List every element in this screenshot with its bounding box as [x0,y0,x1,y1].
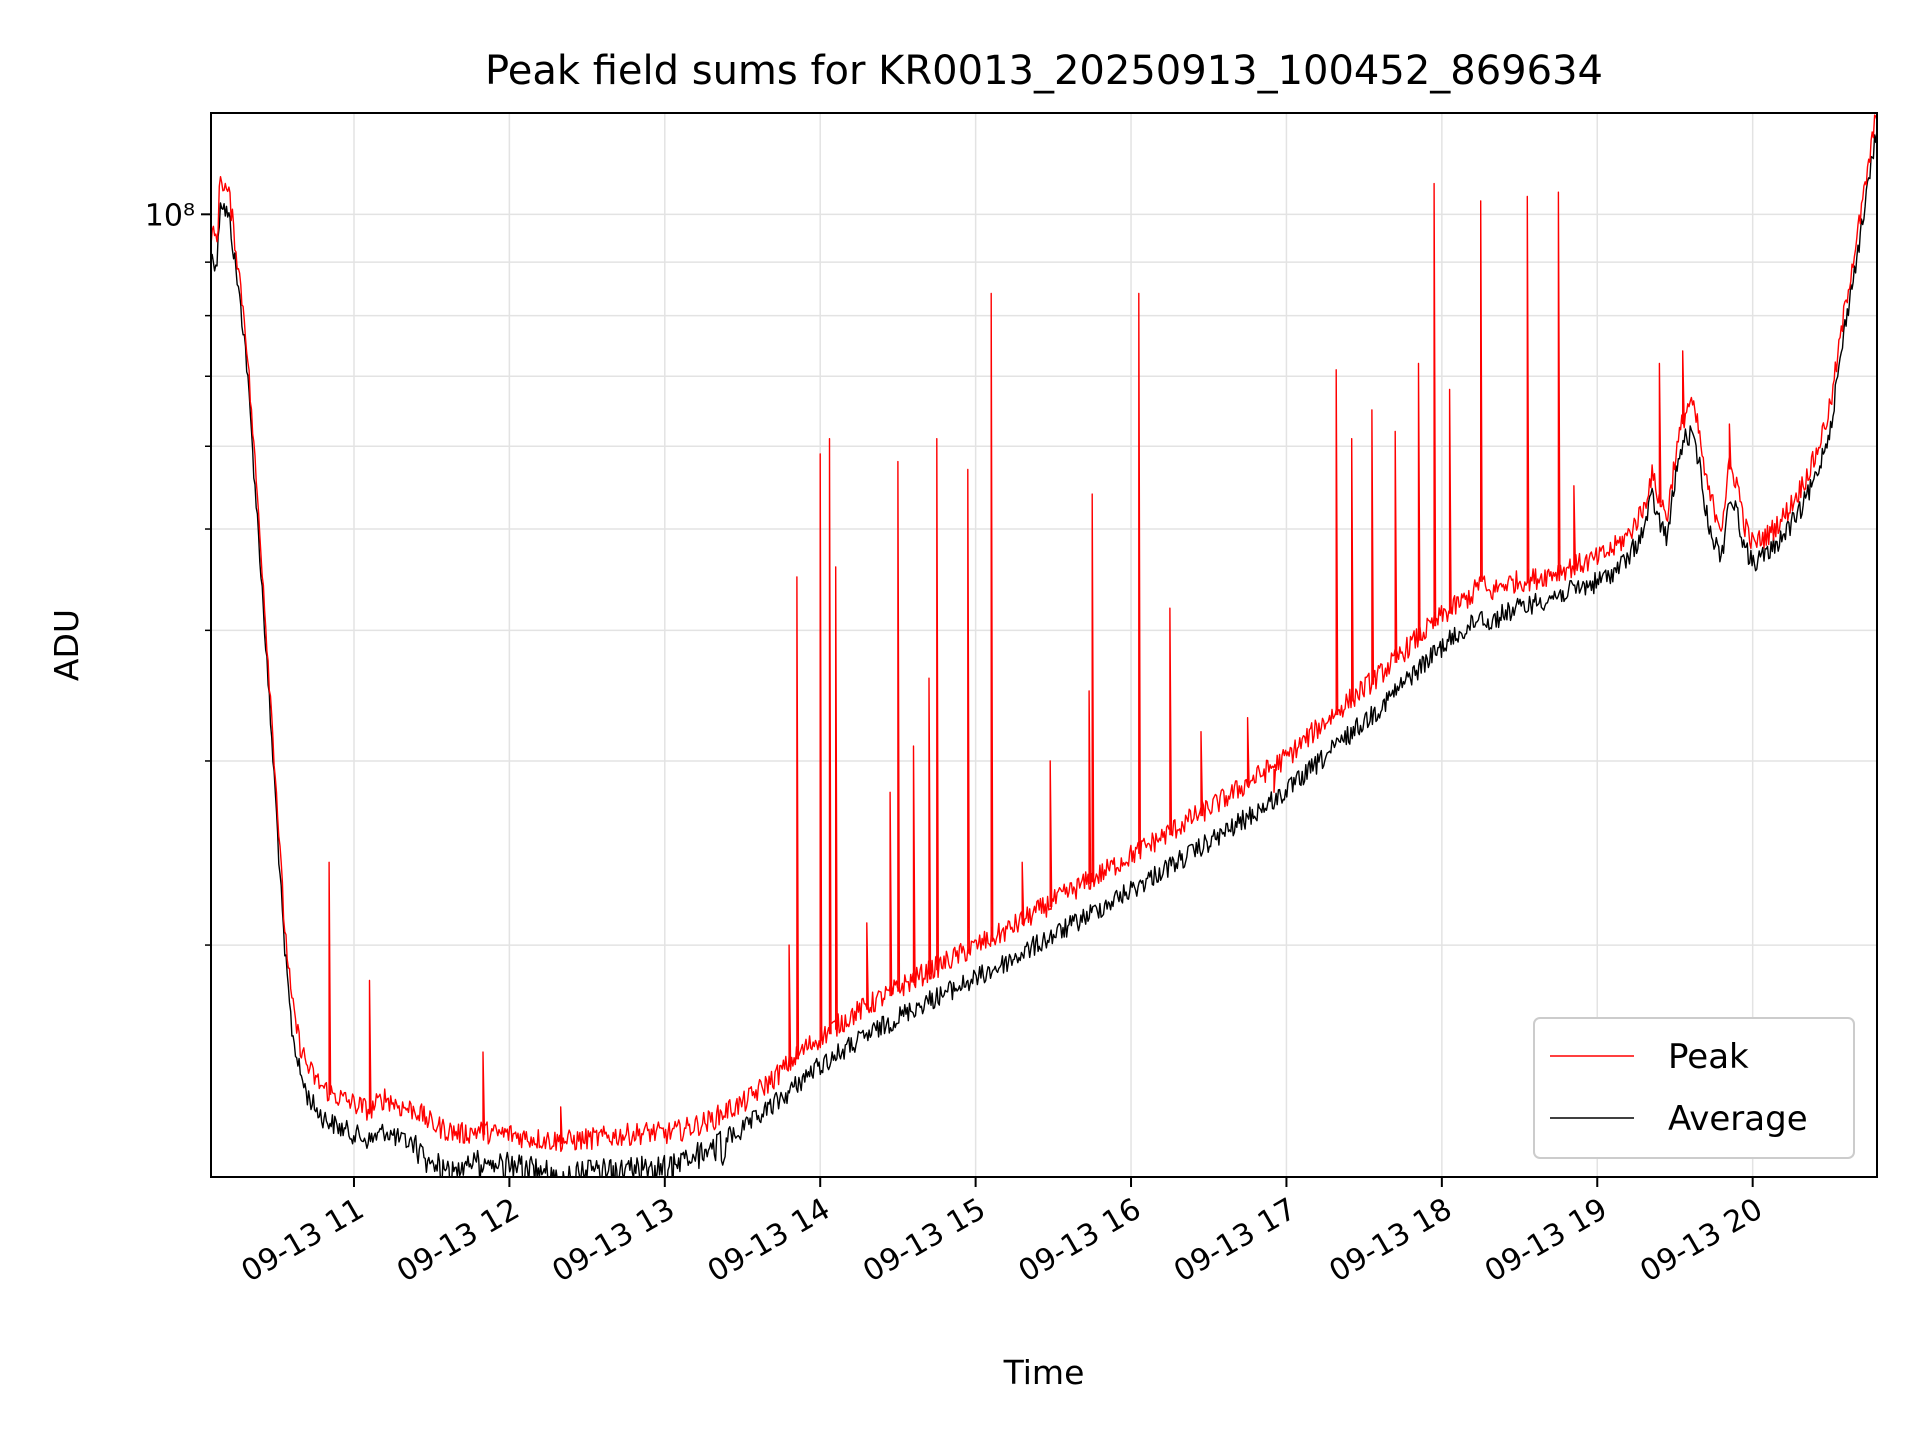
y-axis: 10⁸ [145,198,211,946]
y-axis-label: ADU [47,609,86,681]
grid [211,113,1877,1177]
series-line-average [211,129,1877,1177]
series-line-peak [211,114,1877,1153]
chart-title: Peak field sums for KR0013_20250913_1004… [485,48,1603,94]
legend: Peak Average [1533,1017,1855,1159]
y-tick-label: 10⁸ [145,198,195,233]
plot-lines [211,114,1877,1177]
legend-label-average: Average [1668,1099,1808,1139]
x-axis-label: Time [1003,1353,1085,1392]
legend-label-peak: Peak [1668,1037,1749,1077]
plot-frame [210,112,1878,1178]
legend-box [1533,1017,1855,1159]
